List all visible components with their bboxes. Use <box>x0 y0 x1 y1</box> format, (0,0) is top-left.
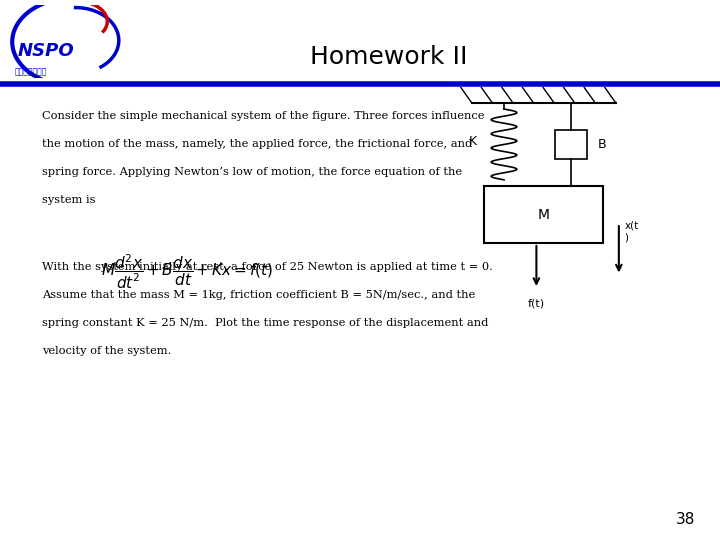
Text: NSPO: NSPO <box>18 43 75 60</box>
Text: Consider the simple mechanical system of the figure. Three forces influence: Consider the simple mechanical system of… <box>42 111 485 121</box>
Bar <box>484 186 603 243</box>
Text: system is: system is <box>42 195 95 205</box>
Text: x(t
): x(t ) <box>625 220 639 242</box>
Text: $M\dfrac{d^2x}{dt^2} + B\dfrac{dx}{dt} + Kx = f(t)$: $M\dfrac{d^2x}{dt^2} + B\dfrac{dx}{dt} +… <box>101 253 274 291</box>
Text: With the system initially at rest, a force of 25 Newton is applied at time t = 0: With the system initially at rest, a for… <box>42 262 492 272</box>
Text: the motion of the mass, namely, the applied force, the frictional force, and: the motion of the mass, namely, the appl… <box>42 139 472 149</box>
Text: velocity of the system.: velocity of the system. <box>42 346 171 356</box>
Text: Assume that the mass M = 1kg, friction coefficient B = 5N/m/sec., and the: Assume that the mass M = 1kg, friction c… <box>42 290 475 300</box>
Text: 38: 38 <box>675 511 695 526</box>
Bar <box>555 130 588 159</box>
Text: K: K <box>469 135 477 148</box>
Text: B: B <box>598 138 606 151</box>
Text: f(t): f(t) <box>528 299 545 309</box>
Text: spring force. Applying Newton’s low of motion, the force equation of the: spring force. Applying Newton’s low of m… <box>42 167 462 177</box>
Text: Homework II: Homework II <box>310 45 467 69</box>
Text: spring constant K = 25 N/m.  Plot the time response of the displacement and: spring constant K = 25 N/m. Plot the tim… <box>42 318 488 328</box>
Text: M: M <box>538 208 549 221</box>
Text: 國家太空計出室: 國家太空計出室 <box>15 68 48 77</box>
